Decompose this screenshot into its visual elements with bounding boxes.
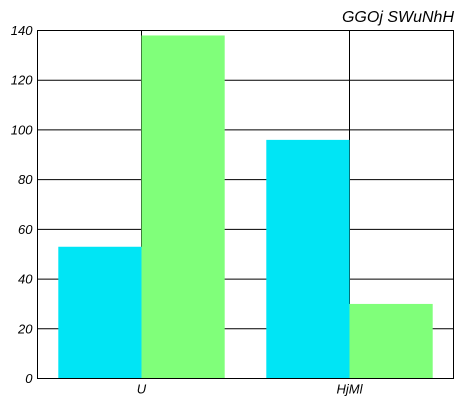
x-tick-label: HjMl [337,382,364,397]
y-axis: 0 20 40 60 80 100 120 140 [11,23,33,386]
bars [58,35,433,379]
x-tick-label: U [137,382,147,397]
bar [141,35,225,379]
y-tick-label: 0 [25,371,33,386]
bar [266,139,350,379]
bar [349,303,433,379]
y-tick-label: 60 [18,222,33,237]
y-tick-label: 20 [17,321,33,336]
x-axis: U HjMl [137,382,364,397]
y-tick-label: 100 [11,122,33,137]
bar [58,246,142,379]
chart-title: GGOj SWuNhH [342,9,454,26]
y-tick-label: 40 [18,272,33,287]
y-tick-label: 80 [18,172,33,187]
plot-frame [37,30,454,379]
y-tick-label: 140 [11,23,33,38]
y-tick-label: 120 [11,73,33,88]
